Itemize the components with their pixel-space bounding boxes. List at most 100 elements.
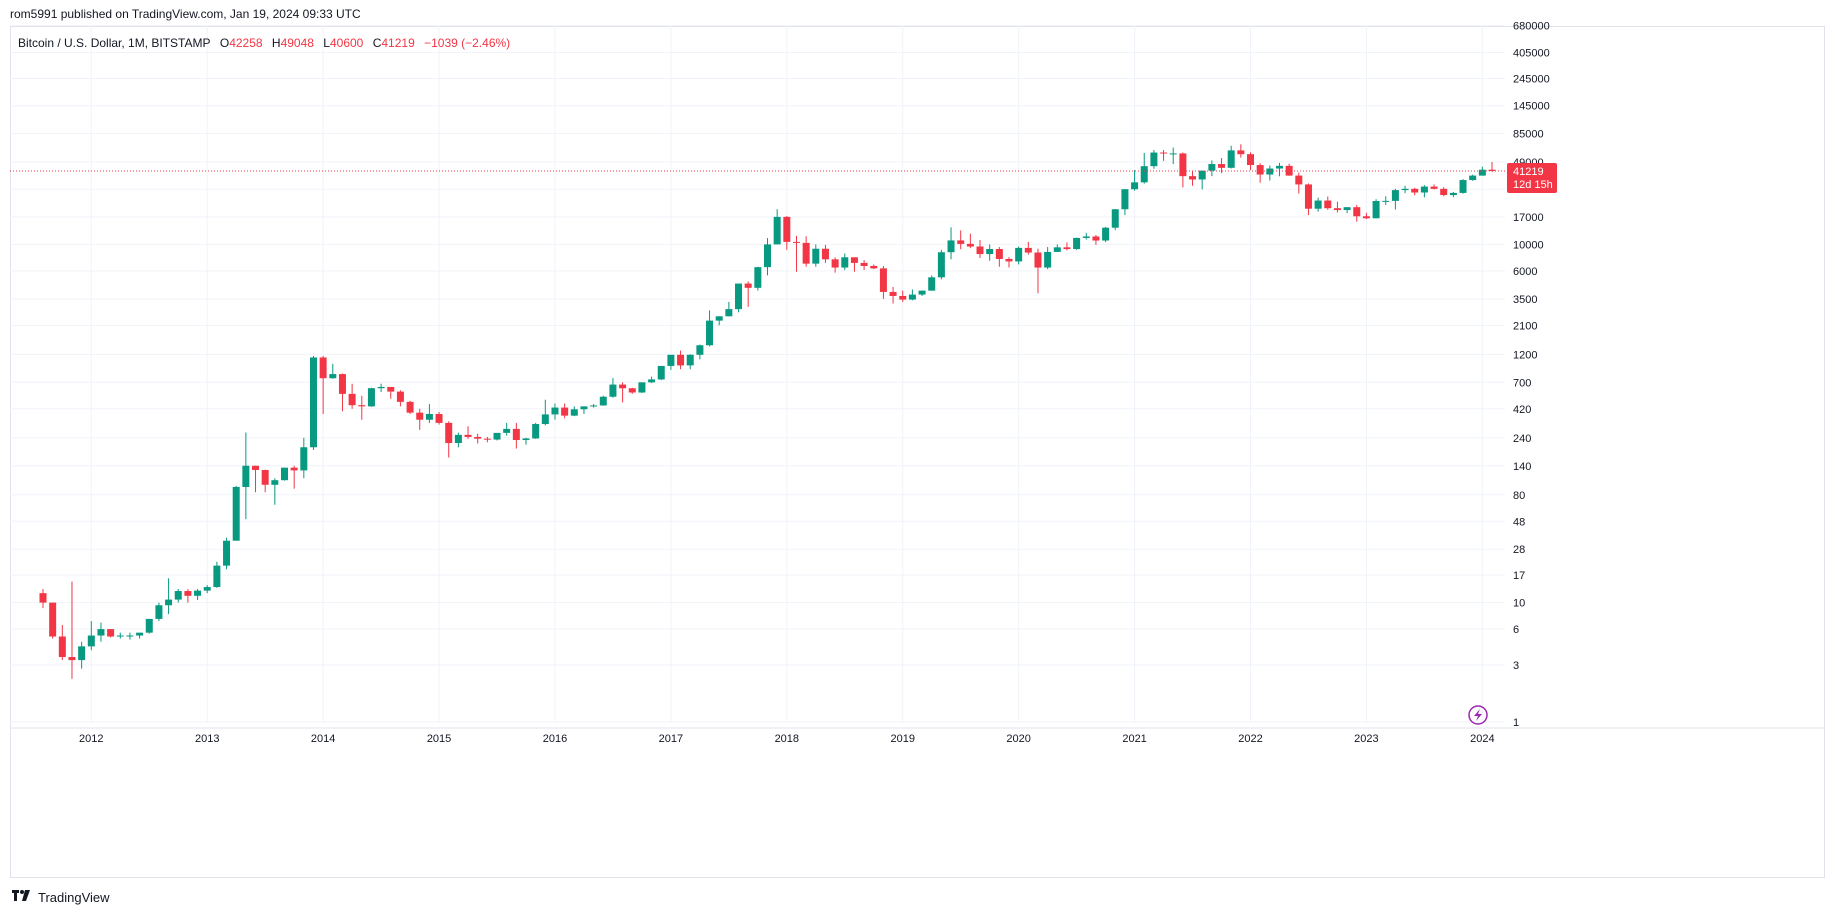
x-tick-label: 2012 <box>79 733 103 745</box>
tradingview-logo-icon[interactable] <box>10 890 32 904</box>
candle-body <box>590 405 598 407</box>
close-label: C <box>372 36 382 50</box>
candle-body <box>1198 170 1206 180</box>
candle-body <box>976 246 984 255</box>
chart-grid <box>10 25 1825 729</box>
candle-body <box>764 244 771 268</box>
footer-brand[interactable]: TradingView <box>38 889 110 905</box>
y-tick-label: 680000 <box>1513 21 1550 33</box>
high-label: H <box>271 36 281 50</box>
candle-body <box>435 413 443 423</box>
candle-body <box>706 320 714 346</box>
symbol-name[interactable]: Bitcoin / U.S. Dollar, 1M, BITSTAMP <box>18 36 211 50</box>
x-tick-label: 2019 <box>890 733 914 745</box>
candle-body <box>126 635 134 637</box>
candle-body <box>87 635 95 647</box>
candle-body <box>1063 247 1071 250</box>
candle-body <box>628 388 636 393</box>
candle-body <box>261 469 269 485</box>
candle-body <box>367 388 375 407</box>
candle-body <box>1420 186 1428 193</box>
candle-body <box>377 386 385 389</box>
chart-frame[interactable] <box>10 26 1825 878</box>
candle-body <box>1111 209 1119 228</box>
x-tick-label: 2022 <box>1238 733 1262 745</box>
lightning-icon-bolt <box>1474 709 1482 721</box>
candle-body <box>850 257 858 263</box>
x-tick-label: 2016 <box>543 733 567 745</box>
candle-body <box>1024 247 1032 253</box>
candle-body <box>773 216 781 245</box>
candle-body <box>203 587 211 591</box>
candle-body <box>735 283 743 310</box>
candle-body <box>648 379 656 383</box>
time-axis[interactable]: 2012 2013 2014 2015 2016 2017 2018 2019 2020 2021… <box>79 733 1495 745</box>
candle-body <box>821 248 829 260</box>
candlestick-chart[interactable]: 6800004050002450001450008500049000290001… <box>0 0 1835 880</box>
candle-body <box>1208 164 1216 171</box>
x-tick-label: 2021 <box>1122 733 1146 745</box>
candle-body <box>184 591 192 596</box>
candle-body <box>406 401 414 413</box>
candle-body <box>1382 200 1390 202</box>
candle-body <box>223 540 231 566</box>
candle-body <box>213 565 221 588</box>
candle-body <box>445 422 453 444</box>
candle-body <box>609 384 617 397</box>
candle-body <box>136 632 144 636</box>
candle-body <box>1449 192 1457 196</box>
x-tick-label: 2024 <box>1470 733 1494 745</box>
candle-body <box>667 354 675 366</box>
lightning-icon[interactable] <box>1468 705 1488 725</box>
candle-body <box>512 428 520 441</box>
low-value: 40600 <box>329 36 364 50</box>
y-tick-label: 245000 <box>1513 74 1550 86</box>
candle-body <box>300 447 308 471</box>
candle-body <box>281 467 288 481</box>
candle-body <box>570 409 578 416</box>
candle-body <box>155 605 163 619</box>
candle-body <box>715 316 723 321</box>
open-label: O <box>219 36 230 50</box>
candle-body <box>39 593 47 603</box>
candle-body <box>474 436 482 439</box>
candle-body <box>744 283 752 288</box>
y-tick-label: 80 <box>1513 490 1525 502</box>
x-tick-label: 2013 <box>195 733 219 745</box>
candle-body <box>957 240 965 244</box>
candle-body <box>899 295 907 300</box>
y-tick-label: 3500 <box>1513 294 1537 306</box>
candles-layer <box>39 144 1496 679</box>
candle-body <box>271 480 279 485</box>
x-tick-label: 2014 <box>311 733 335 745</box>
candle-body <box>619 384 627 389</box>
candle-body <box>1314 200 1322 209</box>
candle-body <box>416 412 424 420</box>
y-tick-label: 10000 <box>1513 239 1544 251</box>
candle-body <box>1189 176 1197 180</box>
candle-body <box>754 267 762 288</box>
candle-body <box>686 354 694 366</box>
candle-body <box>1237 150 1245 155</box>
candle-body <box>1073 237 1081 250</box>
candle-body <box>551 407 559 415</box>
candle-body <box>677 354 685 366</box>
candle-body <box>68 657 76 661</box>
y-tick-label: 1200 <box>1513 349 1537 361</box>
candle-body <box>1333 208 1341 211</box>
candle-body <box>1430 186 1438 189</box>
candle-body <box>860 262 868 266</box>
candle-body <box>309 357 317 448</box>
candle-body <box>831 259 839 268</box>
candle-body <box>696 345 704 355</box>
candle-body <box>1131 182 1139 190</box>
candle-body <box>58 636 66 658</box>
y-tick-label: 1 <box>1513 717 1519 729</box>
price-axis[interactable]: 6800004050002450001450008500049000290001… <box>1513 21 1550 729</box>
candle-body <box>78 646 86 661</box>
candle-body <box>937 252 945 278</box>
candle-body <box>1343 207 1351 211</box>
candle-body <box>1044 251 1052 268</box>
y-tick-label: 17000 <box>1513 212 1544 224</box>
candle-body <box>908 294 916 300</box>
